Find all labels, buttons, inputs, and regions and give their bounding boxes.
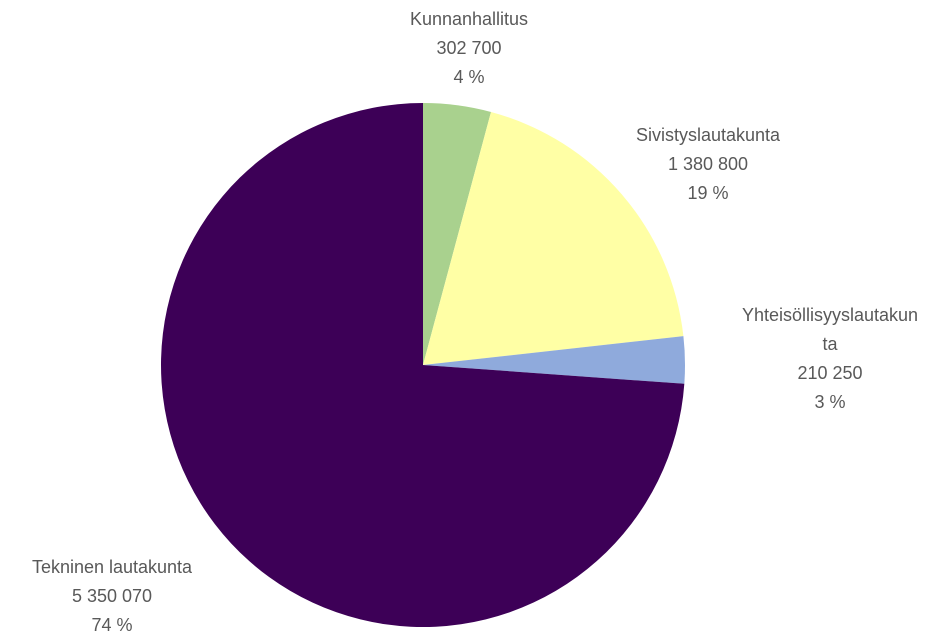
pie-slice	[423, 336, 685, 384]
pie-slice	[160, 103, 685, 627]
category-label: Sivistyslautakunta	[636, 125, 781, 145]
value-label: 1 380 800	[668, 154, 748, 174]
pie-slice	[423, 111, 684, 366]
category-label: Tekninen lautakunta	[32, 557, 193, 577]
category-label: Yhteisöllisyyslautakun ta	[742, 305, 918, 354]
pie-slice	[423, 103, 492, 365]
percent-label: 74 %	[91, 615, 132, 635]
value-label: 302 700	[436, 38, 501, 58]
category-label: Kunnanhallitus	[410, 9, 528, 29]
percent-label: 4 %	[453, 67, 484, 87]
value-label: 5 350 070	[72, 586, 152, 606]
percent-label: 19 %	[687, 183, 728, 203]
value-label: 210 250	[797, 363, 862, 383]
percent-label: 3 %	[814, 392, 845, 412]
